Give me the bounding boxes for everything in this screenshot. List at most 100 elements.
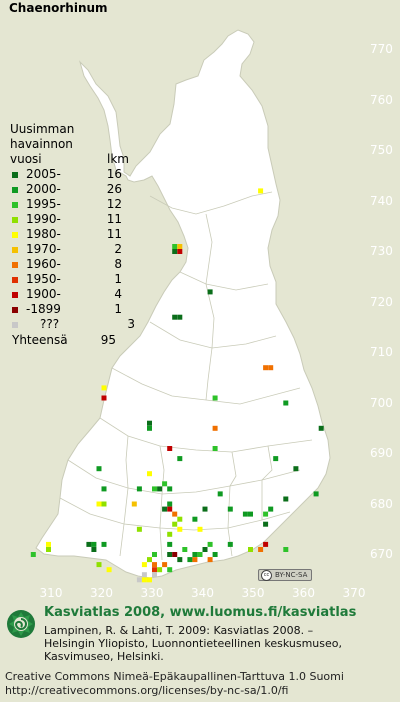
observation-square (167, 501, 173, 507)
legend-swatch (12, 186, 18, 193)
legend-period-count: 11 (106, 227, 122, 241)
x-grid-label: 320 (90, 586, 113, 600)
observation-square (268, 506, 274, 512)
observation-square (147, 425, 152, 431)
observation-square (177, 456, 183, 462)
observation-square (172, 521, 178, 527)
citation-line2: Helsingin Yliopisto, Luonnontieteellinen… (44, 637, 342, 650)
legend-row: 1950- 1 (10, 272, 135, 287)
observation-square (172, 249, 178, 254)
region-borders (59, 191, 313, 561)
legend-row: 1960- 8 (10, 257, 135, 272)
observation-square (152, 572, 157, 578)
brand-link[interactable]: Kasviatlas 2008, www.luomus.fi/kasviatla… (44, 605, 357, 620)
cc-badge-text: BY-NC-SA (275, 571, 308, 579)
license-line1: Creative Commons Nimeä-Epäkaupallinen-Ta… (5, 670, 344, 683)
cc-license-badge[interactable]: cc BY-NC-SA (258, 569, 312, 581)
legend-row: ??? 3 (10, 317, 135, 332)
observation-square (91, 547, 97, 552)
legend-row: 1900- 4 (10, 287, 135, 302)
observation-square (147, 471, 152, 477)
legend-period-label: 2000- (26, 182, 61, 196)
observation-square (177, 249, 183, 254)
observation-square (152, 567, 157, 573)
legend-total-count: 95 (100, 333, 116, 347)
observation-square (167, 486, 173, 492)
observation-square (197, 526, 203, 532)
observation-square (152, 486, 157, 492)
legend-period-count: 4 (114, 287, 122, 301)
observation-square (167, 552, 173, 557)
legend-swatch (12, 261, 18, 268)
observation-square (197, 552, 203, 557)
observation-square (46, 547, 51, 552)
observation-square (152, 552, 157, 557)
observation-square (162, 481, 168, 487)
observation-square (283, 400, 289, 406)
legend-swatch (12, 201, 18, 208)
observation-square (283, 496, 289, 502)
map-area: Chaenorhinum Uusimman havainnon vuosi lk… (9, 1, 393, 600)
legend-rows: 2005- 16 2000- 26 1995- 12 1990- 11 1980- 11 1970-… (10, 167, 135, 332)
y-grid-label: 750 (370, 143, 393, 157)
observation-square (192, 516, 198, 522)
species-title: Chaenorhinum (9, 1, 108, 15)
observation-square (212, 552, 218, 557)
observation-square (172, 511, 178, 517)
observation-square (141, 577, 147, 583)
legend-period-label: 1900- (26, 287, 61, 301)
observation-square (106, 567, 112, 573)
legend-period-label: 1950- (26, 272, 61, 286)
observation-square (293, 466, 299, 472)
observation-square (147, 577, 152, 583)
legend-row: -1899 1 (10, 302, 135, 317)
y-grid-label: 710 (370, 345, 393, 359)
license-text: Creative Commons Nimeä-Epäkaupallinen-Ta… (5, 670, 400, 698)
observation-square (162, 562, 168, 568)
legend-header-line1: Uusimman (10, 122, 75, 136)
legend-header-count: lkm (107, 152, 129, 166)
legend-row: 1995- 12 (10, 197, 135, 212)
legend: Uusimman havainnon vuosi lkm 2005- 16 2000… (10, 122, 135, 348)
legend-period-label: 2005- (26, 167, 61, 181)
observation-square (101, 385, 107, 391)
observation-square (263, 521, 269, 527)
license-line2[interactable]: http://creativecommons.org/licenses/by-n… (5, 684, 289, 697)
observation-square (172, 314, 178, 320)
legend-period-count: 12 (106, 197, 122, 211)
observation-square (167, 446, 173, 451)
legend-period-count: 16 (106, 167, 122, 181)
observation-square (167, 567, 173, 573)
observation-square (101, 541, 107, 547)
y-grid-label: 760 (370, 92, 393, 107)
observation-square (182, 547, 188, 552)
legend-row: 1970- 2 (10, 242, 135, 257)
observation-square (202, 547, 208, 552)
observation-square (192, 552, 198, 557)
observation-square (157, 567, 163, 573)
y-grid-label: 680 (370, 496, 393, 511)
observation-square (212, 425, 218, 431)
observation-square (101, 486, 107, 492)
observation-square (101, 395, 107, 401)
observation-square (30, 552, 36, 557)
footer: Kasviatlas 2008, www.luomus.fi/kasviatla… (0, 604, 400, 702)
observation-square (46, 541, 51, 547)
y-grid-label: 690 (370, 446, 393, 460)
legend-row: 2000- 26 (10, 182, 135, 197)
legend-period-count: 11 (106, 212, 122, 226)
kasviatlas-logo-icon (7, 610, 35, 638)
y-grid-label: 700 (370, 395, 393, 410)
observation-square (283, 547, 289, 552)
x-grid-label: 360 (292, 586, 315, 600)
x-grid-label: 340 (191, 586, 214, 600)
observation-square (212, 446, 218, 451)
observation-square (96, 562, 102, 568)
observation-square (96, 466, 102, 472)
observation-square (147, 420, 152, 426)
cc-icon: cc (261, 569, 272, 581)
observation-square (96, 501, 102, 507)
observation-square (131, 501, 137, 507)
legend-row: 1980- 11 (10, 227, 135, 242)
observation-square (167, 531, 173, 537)
